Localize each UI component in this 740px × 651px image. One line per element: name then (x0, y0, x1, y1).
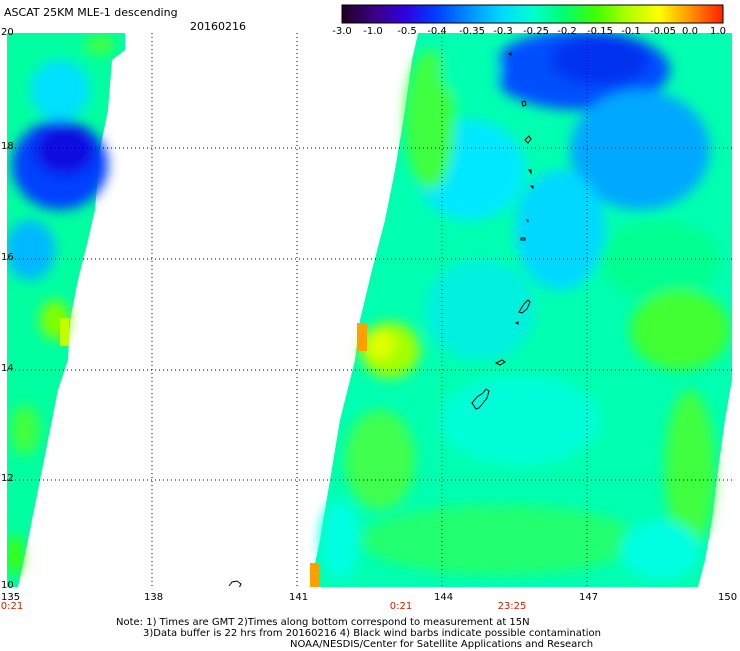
lat-label: 18 (1, 141, 14, 152)
lat-label: 12 (1, 473, 14, 484)
colorbar-label: -0.1 (621, 26, 641, 37)
colorbar-label: -0.2 (557, 26, 577, 37)
lon-label: 150 (718, 592, 738, 603)
grid-lines (7, 33, 732, 587)
lon-label: 144 (434, 592, 454, 603)
colorbar-label: -1.0 (363, 26, 383, 37)
colorbar-label: -0.3 (493, 26, 513, 37)
lat-label: 14 (1, 363, 14, 374)
lon-label: 138 (144, 592, 164, 603)
colorbar-label: -0.5 (397, 26, 417, 37)
left-swath (7, 33, 125, 587)
map-date: 20160216 (190, 20, 246, 33)
colorbar-label: -0.25 (523, 26, 549, 37)
lon-label: 135 (1, 592, 21, 603)
colorbar (341, 4, 724, 24)
lon-label: 141 (289, 592, 309, 603)
colorbar-label: 1.0 (710, 26, 726, 37)
lat-label: 16 (1, 252, 14, 263)
time-label: 0:21 (0, 601, 24, 612)
coastlines (228, 52, 534, 587)
time-label: 23:25 (497, 601, 527, 612)
footer-note-line3: NOAA/NESDIS/Center for Satellite Applica… (290, 639, 594, 650)
lat-label: 20 (1, 27, 14, 38)
data-swaths (7, 33, 732, 587)
colorbar-label: -0.35 (459, 26, 485, 37)
colorbar-gradient (341, 4, 724, 24)
footer-note-line2: 3)Data buffer is 22 hrs from 20160216 4)… (143, 628, 601, 639)
colorbar-label: 0.0 (682, 26, 698, 37)
colorbar-label: -3.0 (332, 26, 352, 37)
time-label: 0:21 (389, 601, 413, 612)
colorbar-label: -0.4 (427, 26, 447, 37)
colorbar-label: -0.15 (587, 26, 613, 37)
footer-note-line1: Note: 1) Times are GMT 2)Times along bot… (116, 617, 530, 628)
lat-label: 10 (1, 580, 14, 591)
colorbar-label: -0.05 (650, 26, 676, 37)
lon-label: 147 (579, 592, 599, 603)
right-swath (310, 33, 732, 587)
map-title: ASCAT 25KM MLE-1 descending (4, 6, 178, 19)
